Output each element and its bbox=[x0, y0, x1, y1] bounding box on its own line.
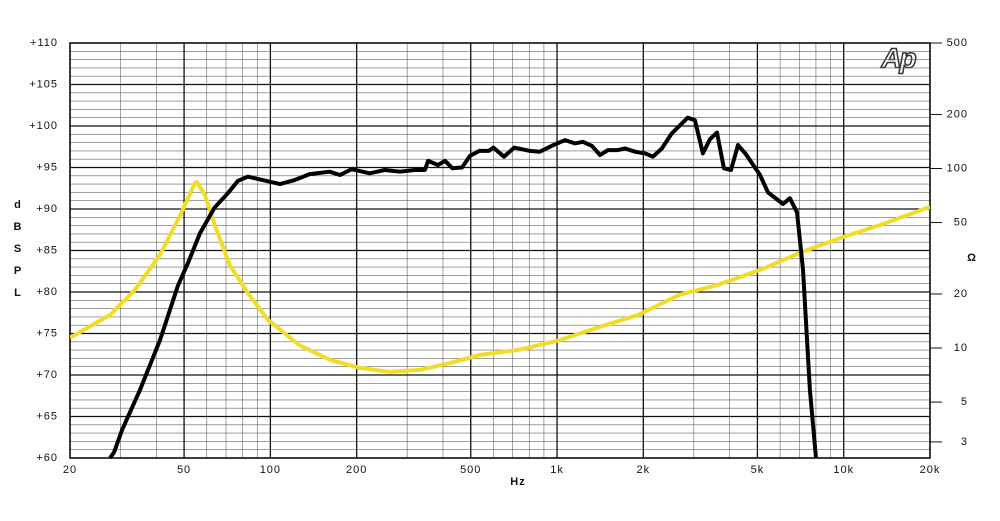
x-tick-label: 5k bbox=[751, 464, 765, 476]
plot-frame bbox=[69, 42, 931, 459]
y2-tick-label: 500 bbox=[947, 37, 968, 49]
y2-axis-label: Ω bbox=[967, 252, 977, 264]
y-tick-label: +85 bbox=[36, 244, 58, 256]
y-tick-label: +70 bbox=[36, 369, 58, 381]
y-tick-label: +95 bbox=[36, 161, 58, 173]
x-tick-label: 200 bbox=[346, 464, 367, 476]
y2-tick-label: 5 bbox=[961, 396, 968, 408]
x-tick-label: 10k bbox=[833, 464, 854, 476]
x-tick-label: 50 bbox=[177, 464, 191, 476]
x-tick-label: 100 bbox=[260, 464, 281, 476]
x-tick-label: 1k bbox=[550, 464, 564, 476]
x-axis-label: Hz bbox=[510, 476, 525, 488]
x-tick-label: 20 bbox=[63, 464, 77, 476]
y-tick-label: +100 bbox=[29, 120, 58, 132]
y-tick-label: +65 bbox=[36, 410, 58, 422]
series-line bbox=[70, 180, 930, 374]
y-tick-label: +90 bbox=[36, 203, 58, 215]
series-line bbox=[108, 115, 818, 460]
y-tick-label: +110 bbox=[30, 37, 58, 49]
y2-tick-label: 100 bbox=[947, 162, 968, 174]
x-tick-label: 20k bbox=[920, 464, 941, 476]
logo: Ap bbox=[880, 42, 916, 73]
y2-tick-label: 10 bbox=[954, 342, 968, 354]
y-tick-label: +80 bbox=[36, 286, 58, 298]
x-tick-label: 2k bbox=[637, 464, 651, 476]
y2-tick-label: 200 bbox=[947, 108, 968, 120]
y2-tick-label: 50 bbox=[954, 216, 968, 228]
y2-tick-label: 3 bbox=[961, 436, 968, 448]
y-tick-label: +60 bbox=[36, 452, 58, 464]
y-tick-label: +105 bbox=[29, 78, 58, 90]
y2-tick-label: 20 bbox=[954, 288, 968, 300]
y-tick-label: +75 bbox=[36, 327, 58, 339]
x-tick-label: 500 bbox=[460, 464, 481, 476]
